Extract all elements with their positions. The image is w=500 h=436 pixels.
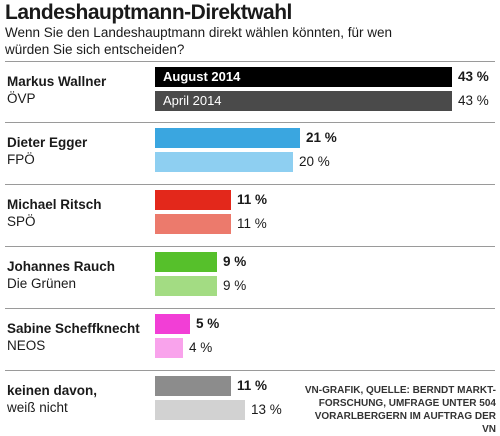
bar-aug-2014 [155,190,231,210]
row-divider [5,370,495,371]
chart-title: Landeshauptmann-Direktwahl [5,1,292,24]
party-name: NEOS [7,338,46,353]
value-label-aug: 43 % [458,69,489,84]
value-label-apr: 9 % [223,278,247,293]
row-divider [5,122,495,123]
value-label-apr: 20 % [299,154,330,169]
value-label-aug: 5 % [196,316,220,331]
party-name: weiß nicht [7,400,68,415]
candidate-name: keinen davon, [7,383,98,398]
party-name: SPÖ [7,214,36,229]
candidate-name: Johannes Rauch [7,259,116,274]
value-label-apr: 13 % [251,402,282,417]
row-divider [5,308,495,309]
bar-aug-2014: August 2014 [155,67,452,87]
row-divider [5,246,495,247]
row-divider [5,61,495,62]
candidate-name: Michael Ritsch [7,197,102,212]
bar-aug-2014 [155,314,190,334]
value-label-aug: 9 % [223,254,247,269]
bar-apr-2014 [155,400,245,420]
bar-apr-2014: April 2014 [155,91,452,111]
bar-aug-2014 [155,128,300,148]
value-label-apr: 11 % [237,216,267,231]
party-name: Die Grünen [7,276,77,291]
candidate-name: Markus Wallner [7,74,107,89]
party-name: ÖVP [7,91,36,106]
party-name: FPÖ [7,152,35,167]
bar-apr-2014 [155,338,183,358]
value-label-aug: 11 % [237,378,268,393]
bar-aug-2014 [155,252,217,272]
bar-aug-2014 [155,376,231,396]
candidate-name: Sabine Scheffknecht [7,321,140,336]
bar-apr-2014 [155,276,217,296]
source-note: VN-GRAFIK, QUELLE: BERNDT MARKT-FORSCHUN… [304,385,496,435]
row-divider [5,184,495,185]
value-label-aug: 11 % [237,192,268,207]
legend-label-aug: August 2014 [163,69,241,84]
bar-apr-2014 [155,214,231,234]
bar-apr-2014 [155,152,293,172]
candidate-name: Dieter Egger [7,135,88,150]
value-label-aug: 21 % [306,130,337,145]
chart-subtitle: Wenn Sie den Landeshauptmann direkt wähl… [5,25,393,57]
legend-label-apr: April 2014 [163,93,222,108]
value-label-apr: 43 % [458,93,489,108]
value-label-apr: 4 % [189,340,213,355]
